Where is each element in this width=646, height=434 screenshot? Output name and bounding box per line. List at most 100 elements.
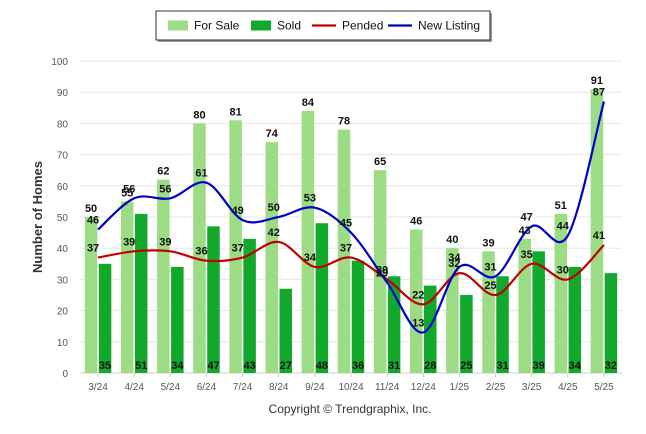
bar-sold bbox=[243, 238, 256, 373]
bar-sold bbox=[568, 266, 582, 373]
data-label-for-sale: 80 bbox=[193, 109, 205, 121]
x-tick-label: 3/25 bbox=[522, 382, 542, 393]
data-label-sold: 34 bbox=[171, 360, 184, 372]
data-label-for-sale: 40 bbox=[446, 234, 458, 246]
x-tick-label: 9/24 bbox=[305, 382, 325, 393]
data-label-sold: 47 bbox=[207, 360, 219, 372]
data-label-new-listing: 13 bbox=[412, 317, 424, 329]
data-label-sold: 31 bbox=[388, 360, 400, 372]
data-label-for-sale: 81 bbox=[229, 106, 241, 118]
data-label-pended: 39 bbox=[123, 236, 135, 248]
y-tick-label: 0 bbox=[62, 369, 68, 380]
data-label-new-listing: 49 bbox=[231, 205, 243, 217]
bar-sold bbox=[315, 223, 329, 373]
x-tick-label: 10/24 bbox=[338, 382, 363, 393]
bar-for-sale bbox=[120, 201, 134, 373]
data-label-for-sale: 91 bbox=[591, 75, 603, 87]
data-label-for-sale: 50 bbox=[85, 203, 97, 215]
data-label-new-listing: 47 bbox=[521, 211, 533, 223]
y-tick-label: 30 bbox=[57, 275, 69, 286]
data-label-sold: 36 bbox=[352, 360, 364, 372]
data-label-pended: 30 bbox=[557, 264, 569, 276]
data-label-new-listing: 87 bbox=[593, 87, 605, 99]
data-label-for-sale: 55 bbox=[121, 187, 133, 199]
y-tick-label: 20 bbox=[57, 307, 69, 318]
y-tick-label: 100 bbox=[51, 57, 68, 68]
bar-for-sale bbox=[229, 120, 242, 373]
data-label-new-listing: 44 bbox=[557, 221, 570, 233]
data-label-pended: 37 bbox=[340, 243, 352, 255]
lines bbox=[97, 101, 605, 334]
legend: For Sale Sold Pended New Listing bbox=[155, 10, 492, 42]
copyright-footer: Copyright © Trendgraphix, Inc. bbox=[269, 402, 432, 416]
data-label-sold: 35 bbox=[99, 360, 111, 372]
data-label-sold: 25 bbox=[460, 360, 472, 372]
data-label-new-listing: 56 bbox=[159, 183, 171, 195]
x-tick-label: 5/25 bbox=[594, 382, 614, 393]
data-label-new-listing: 53 bbox=[304, 193, 316, 205]
bar-for-sale bbox=[337, 129, 351, 373]
bar-for-sale bbox=[84, 217, 98, 373]
legend-label-sold: Sold bbox=[277, 19, 301, 33]
data-label-pended: 22 bbox=[412, 289, 424, 301]
legend-label-for-sale: For Sale bbox=[194, 19, 240, 33]
y-tick-label: 40 bbox=[57, 244, 69, 255]
y-axis-label: Number of Homes bbox=[30, 161, 45, 273]
data-label-pended: 42 bbox=[268, 227, 280, 239]
bar-for-sale bbox=[590, 89, 604, 373]
x-axis-ticks: 3/24 4/24 5/24 6/24 7/24 8/24 9/24 10/24 11/24 12… bbox=[88, 373, 614, 393]
y-tick-label: 90 bbox=[57, 88, 69, 99]
bar-sold bbox=[171, 266, 184, 373]
x-tick-label: 8/24 bbox=[269, 382, 289, 393]
data-label-pended: 32 bbox=[448, 258, 460, 270]
bar-sold bbox=[604, 273, 618, 373]
data-label-for-sale: 51 bbox=[555, 200, 567, 212]
data-label-new-listing: 50 bbox=[268, 202, 280, 214]
data-label-for-sale: 74 bbox=[266, 128, 279, 140]
bar-for-sale bbox=[301, 110, 315, 374]
legend-label-pended: Pended bbox=[342, 19, 383, 33]
data-label-sold: 43 bbox=[243, 360, 255, 372]
bar-sold bbox=[279, 288, 292, 373]
bar-for-sale bbox=[410, 229, 423, 373]
data-label-for-sale: 65 bbox=[374, 156, 386, 168]
data-label-new-listing: 46 bbox=[87, 214, 99, 226]
y-tick-label: 50 bbox=[57, 213, 69, 224]
x-tick-label: 3/24 bbox=[88, 382, 108, 393]
data-label-sold: 32 bbox=[605, 360, 617, 372]
data-label-for-sale: 46 bbox=[410, 215, 422, 227]
x-tick-label: 6/24 bbox=[197, 382, 217, 393]
data-label-pended: 36 bbox=[195, 246, 207, 258]
data-label-sold: 34 bbox=[569, 360, 582, 372]
data-label-new-listing: 29 bbox=[376, 268, 388, 280]
legend-swatch-for-sale bbox=[168, 20, 188, 31]
data-label-pended: 30 bbox=[376, 264, 388, 276]
data-label-for-sale: 78 bbox=[338, 116, 350, 128]
data-label-pended: 41 bbox=[593, 230, 605, 242]
y-axis-ticks: 0 10 20 30 40 50 60 70 80 90 100 bbox=[51, 57, 68, 380]
bar-sold bbox=[460, 295, 473, 373]
bar-for-sale bbox=[554, 213, 568, 373]
line-new-listing bbox=[97, 101, 605, 334]
bar-sold bbox=[134, 213, 148, 373]
data-label-for-sale: 84 bbox=[302, 97, 315, 109]
data-label-sold: 39 bbox=[533, 360, 545, 372]
data-label-sold: 31 bbox=[496, 360, 508, 372]
data-label-for-sale: 62 bbox=[157, 166, 169, 178]
data-label-pended: 35 bbox=[521, 249, 533, 261]
data-label-sold: 48 bbox=[316, 360, 328, 372]
x-tick-label: 12/24 bbox=[411, 382, 436, 393]
x-tick-label: 11/24 bbox=[375, 382, 400, 393]
x-tick-label: 4/25 bbox=[558, 382, 578, 393]
bar-sold bbox=[98, 263, 112, 373]
line-pended bbox=[97, 240, 605, 306]
x-tick-label: 4/24 bbox=[124, 382, 144, 393]
bars bbox=[84, 89, 618, 374]
x-tick-label: 2/25 bbox=[486, 382, 506, 393]
bar-sold bbox=[532, 251, 545, 373]
y-tick-label: 60 bbox=[57, 182, 69, 193]
data-label-sold: 28 bbox=[424, 360, 436, 372]
bar-sold bbox=[351, 260, 365, 373]
x-tick-label: 1/25 bbox=[450, 382, 470, 393]
